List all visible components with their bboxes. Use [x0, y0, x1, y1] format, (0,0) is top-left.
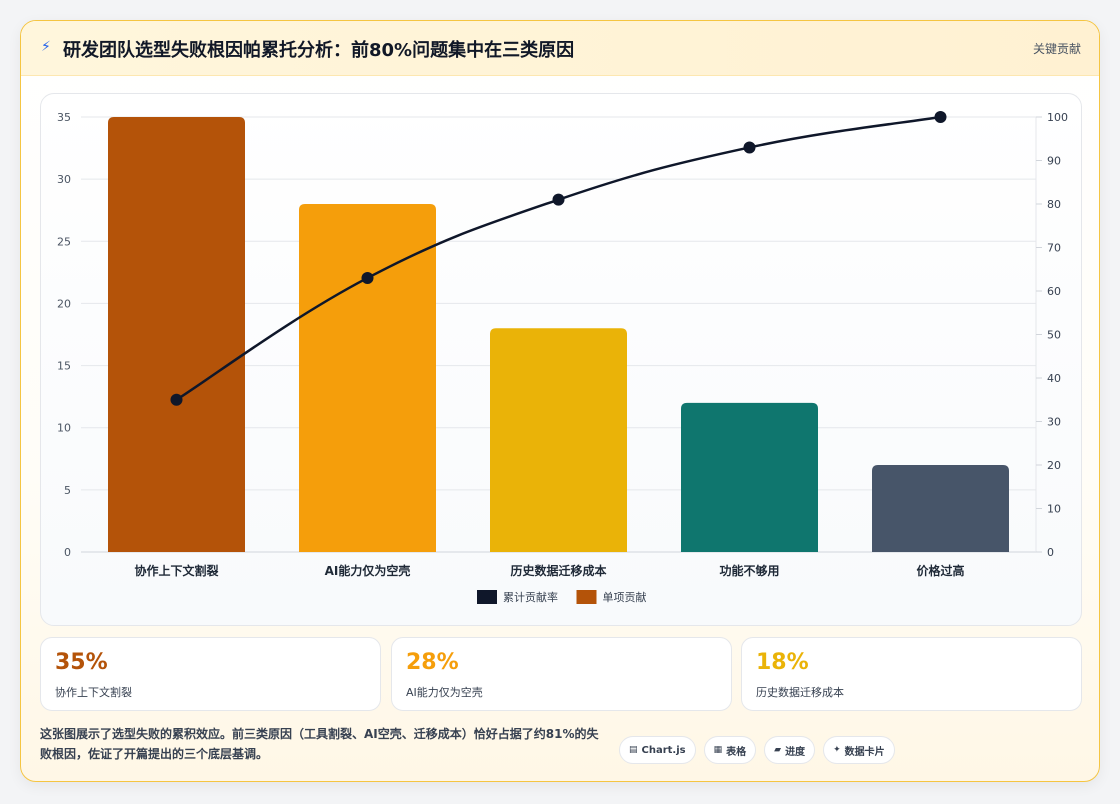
chart-icon: ▤ [629, 745, 638, 755]
chip-label: 进度 [785, 746, 806, 758]
y-tick-label-left: 5 [64, 484, 71, 497]
bar [108, 117, 245, 552]
x-tick-label: 功能不够用 [719, 563, 779, 578]
table-icon: ▦ [713, 745, 723, 755]
y-tick-label-right: 50 [1047, 329, 1061, 342]
x-tick-label: 历史数据迁移成本 [510, 563, 606, 578]
chip-data-card[interactable]: ✦ 数据卡片 [823, 736, 895, 764]
x-tick-label: 协作上下文割裂 [134, 563, 218, 578]
stat-card-1: 35% 协作上下文割裂 [40, 637, 381, 711]
y-tick-label-left: 10 [57, 422, 71, 435]
y-tick-label-right: 10 [1047, 503, 1061, 516]
y-tick-label-right: 60 [1047, 285, 1061, 298]
stat-value: 18% [756, 650, 809, 675]
y-tick-label-right: 40 [1047, 372, 1061, 385]
chip-progress[interactable]: ▰ 进度 [764, 736, 816, 764]
cumulative-point [743, 141, 756, 154]
y-tick-label-right: 90 [1047, 155, 1061, 168]
chart-panel: 0 5 10 15 20 25 30 35 0 10 20 30 40 50 60 70 80 90 100 协作上下… [40, 93, 1082, 626]
stat-card-2: 28% AI能力仅为空壳 [391, 637, 732, 711]
chip-table[interactable]: ▦ 表格 [703, 736, 757, 764]
y-tick-label-right: 20 [1047, 459, 1061, 472]
stat-label: AI能力仅为空壳 [406, 686, 483, 699]
progress-icon: ▰ [774, 745, 782, 755]
legend-swatch [477, 590, 497, 604]
page-title: 研发团队选型失败根因帕累托分析：前80%问题集中在三类原因 [63, 40, 575, 61]
bar [490, 328, 627, 552]
tech-chips: ▤ Chart.js ▦ 表格 ▰ 进度 ✦ 数据卡片 [619, 736, 895, 764]
pareto-chart: 0 5 10 15 20 25 30 35 0 10 20 30 40 50 60 70 80 90 100 协作上下… [57, 111, 1068, 604]
y-tick-label-left: 15 [57, 360, 71, 373]
cumulative-point [552, 193, 565, 206]
header-tag: 关键贡献 [1032, 42, 1081, 56]
x-tick-label: 价格过高 [916, 563, 964, 578]
legend-swatch [576, 590, 597, 604]
stat-label: 协作上下文割裂 [55, 686, 132, 699]
y-tick-label-left: 30 [57, 173, 71, 186]
bar [872, 465, 1009, 552]
y-tick-label-right: 0 [1047, 546, 1054, 559]
bar [299, 204, 436, 552]
y-tick-label-left: 35 [57, 111, 71, 124]
cumulative-point [361, 271, 374, 284]
y-tick-label-right: 100 [1047, 111, 1068, 124]
legend-label: 单项贡献 [603, 590, 647, 604]
bar [681, 402, 818, 552]
stat-label: 历史数据迁移成本 [756, 686, 844, 699]
sparkle-icon: ✦ [833, 745, 841, 755]
lightning-icon: ⚡ [41, 39, 51, 55]
y-tick-label-left: 25 [57, 235, 71, 248]
card-header: ⚡ 研发团队选型失败根因帕累托分析：前80%问题集中在三类原因 关键贡献 [21, 21, 1099, 76]
chip-label: 数据卡片 [844, 746, 885, 758]
y-tick-label-right: 30 [1047, 416, 1061, 429]
legend-label: 累计贡献率 [503, 590, 558, 604]
chart-card: ⚡ 研发团队选型失败根因帕累托分析：前80%问题集中在三类原因 关键贡献 0 5 1… [20, 20, 1100, 782]
y-tick-label-left: 20 [57, 297, 71, 310]
y-tick-label-right: 70 [1047, 242, 1061, 255]
x-tick-label: AI能力仅为空壳 [325, 563, 411, 578]
stat-value: 28% [406, 650, 459, 675]
footer-description: 这张图展示了选型失败的累积效应。前三类原因（工具割裂、AI空壳、迁移成本）恰好占… [40, 727, 599, 761]
stat-value: 35% [55, 650, 108, 675]
stat-card-3: 18% 历史数据迁移成本 [741, 637, 1082, 711]
chip-chartjs[interactable]: ▤ Chart.js [619, 736, 696, 764]
cumulative-point [934, 111, 947, 123]
chip-label: 表格 [726, 746, 747, 758]
y-tick-label-left: 0 [64, 546, 71, 559]
chip-label: Chart.js [641, 744, 686, 756]
y-tick-label-right: 80 [1047, 198, 1061, 211]
cumulative-point [170, 393, 183, 406]
